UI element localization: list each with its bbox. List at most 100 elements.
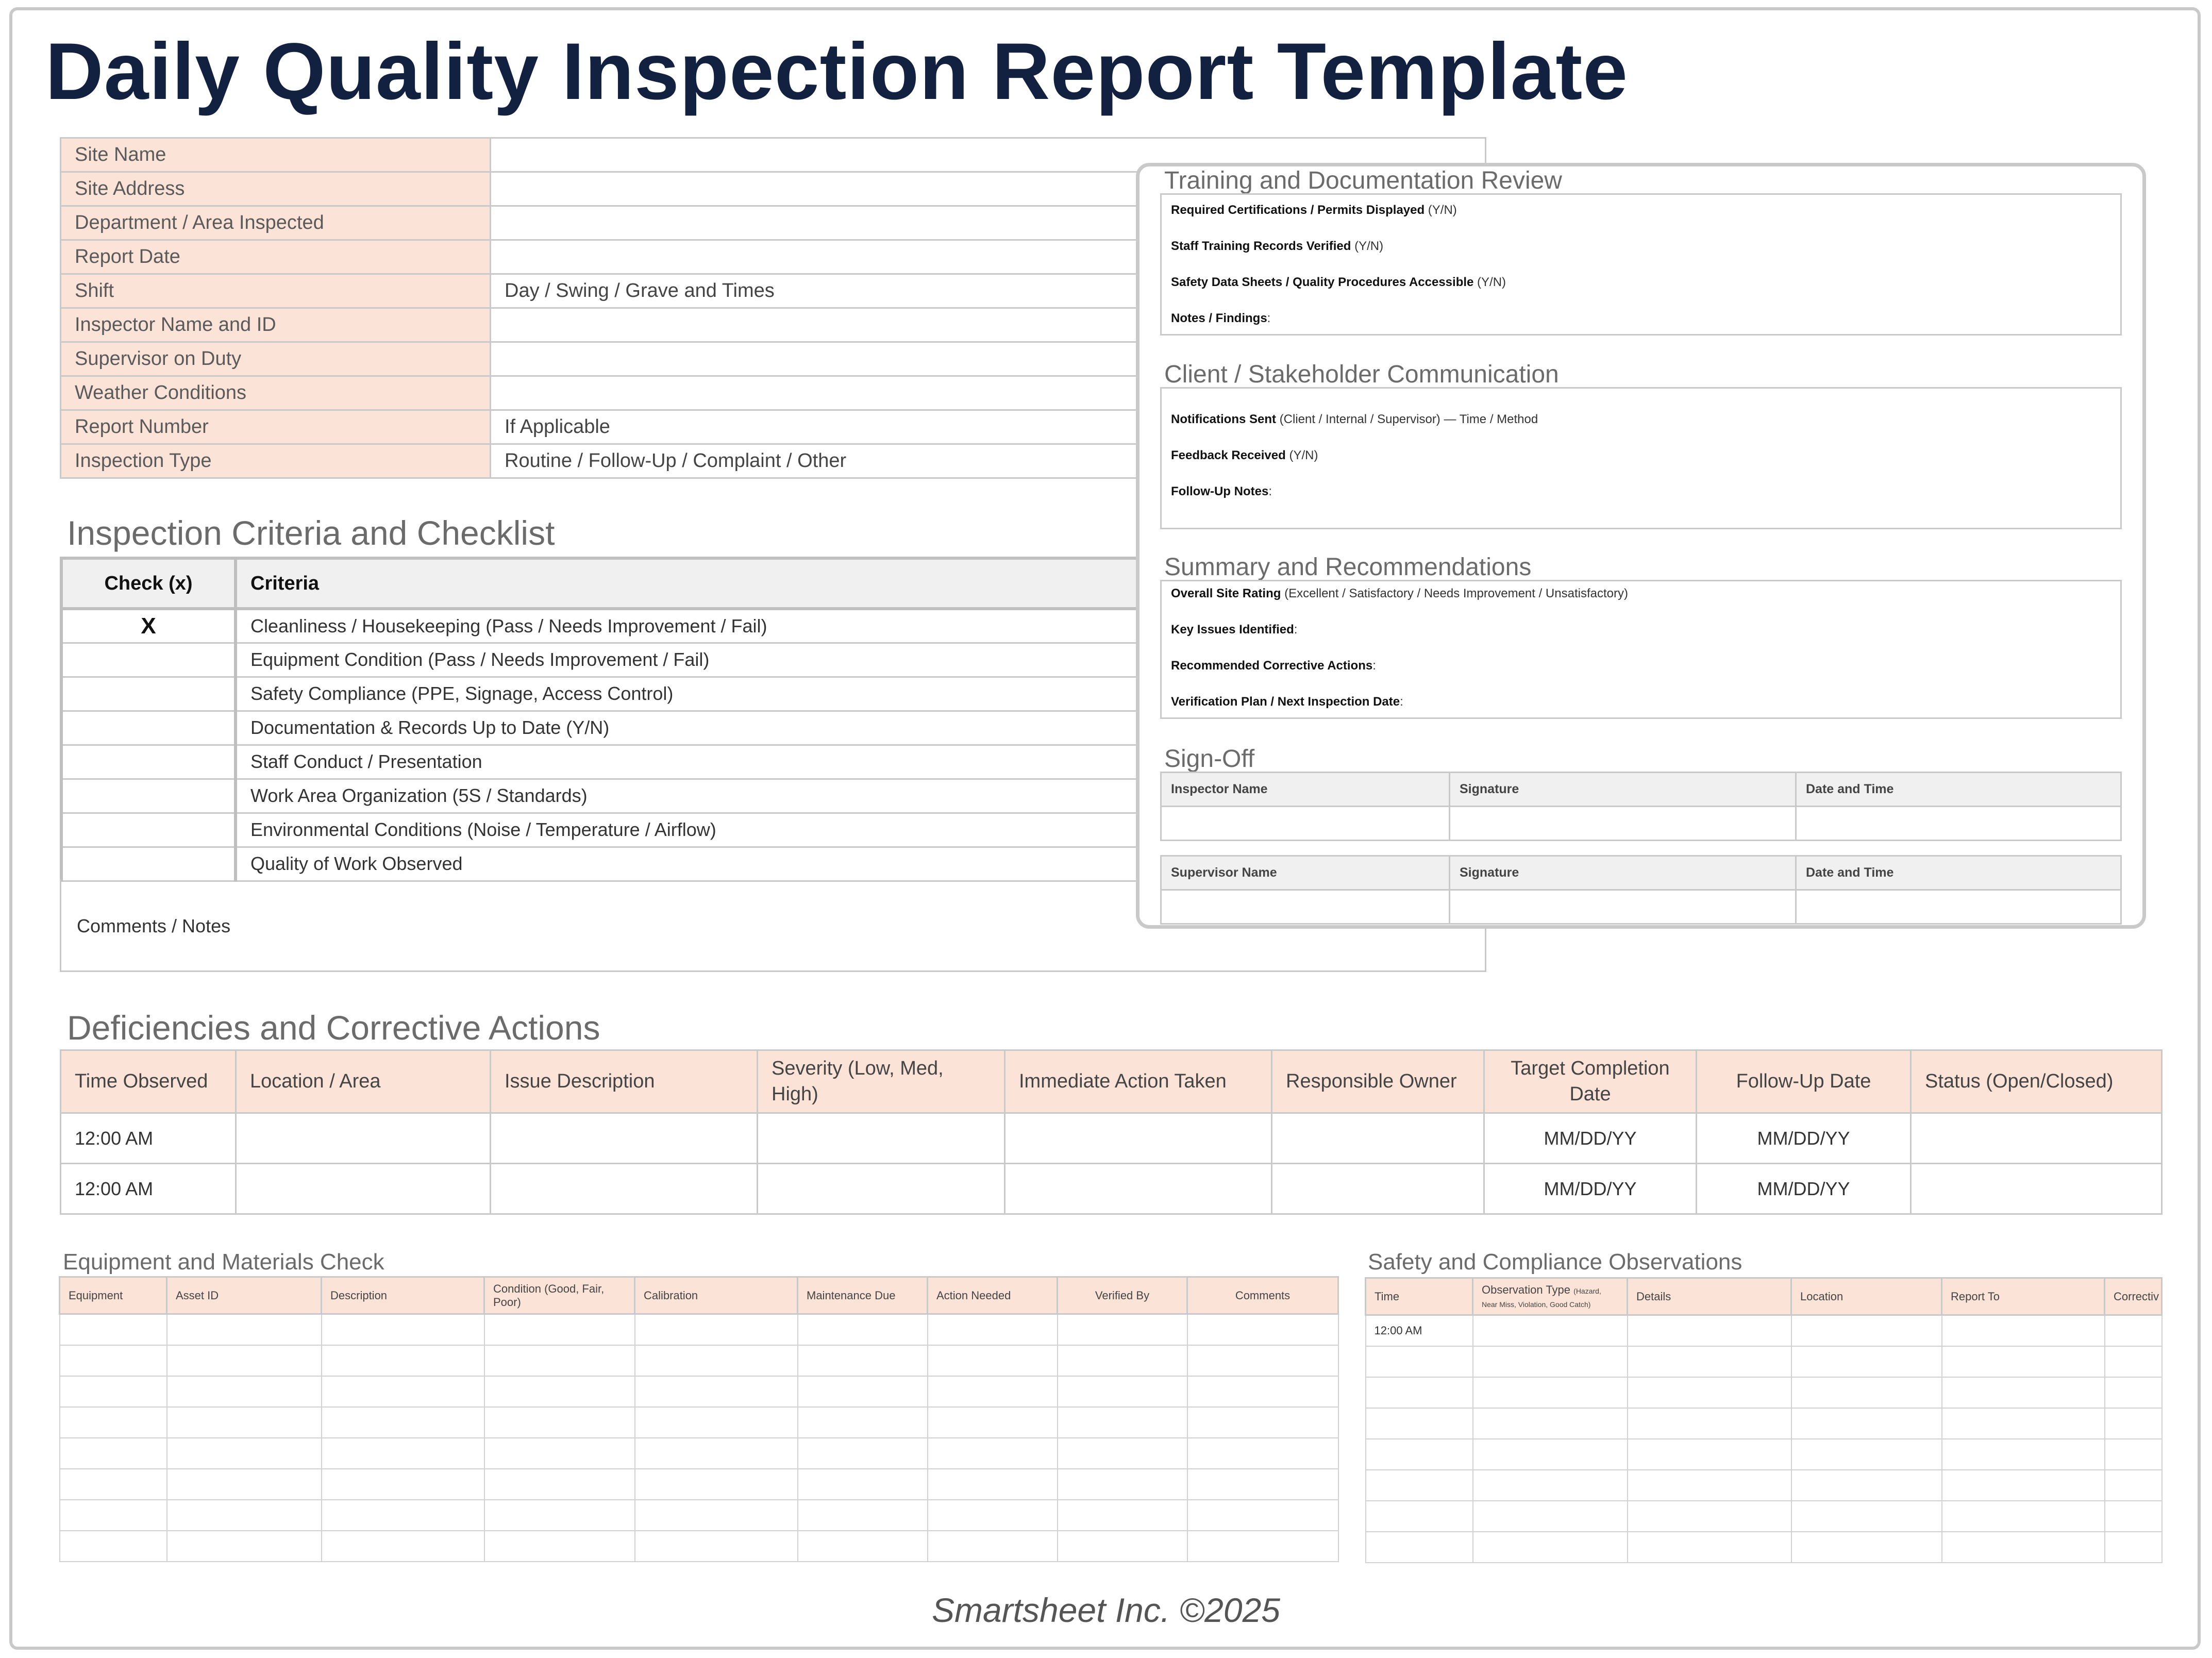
equipment-cell[interactable] xyxy=(797,1468,928,1500)
safety-cell[interactable] xyxy=(1627,1469,1792,1501)
equipment-cell[interactable] xyxy=(59,1313,167,1346)
safety-cell[interactable] xyxy=(1472,1500,1628,1532)
safety-cell[interactable] xyxy=(1941,1438,2105,1470)
equipment-cell[interactable] xyxy=(1057,1375,1188,1408)
deficiency-cell[interactable]: MM/DD/YY xyxy=(1483,1163,1697,1215)
deficiency-cell[interactable] xyxy=(757,1163,1006,1215)
equipment-cell[interactable] xyxy=(797,1499,928,1531)
safety-cell[interactable] xyxy=(2104,1531,2163,1563)
safety-cell[interactable] xyxy=(1627,1345,1792,1378)
equipment-cell[interactable] xyxy=(483,1375,635,1408)
safety-cell[interactable] xyxy=(2104,1500,2163,1532)
safety-cell[interactable] xyxy=(1790,1469,1942,1501)
safety-cell[interactable] xyxy=(1365,1500,1473,1532)
equipment-cell[interactable] xyxy=(927,1530,1058,1562)
equipment-cell[interactable] xyxy=(927,1468,1058,1500)
safety-cell[interactable] xyxy=(1627,1438,1792,1470)
equipment-cell[interactable] xyxy=(166,1375,322,1408)
equipment-cell[interactable] xyxy=(1186,1437,1339,1469)
safety-cell[interactable] xyxy=(1365,1469,1473,1501)
equipment-cell[interactable] xyxy=(634,1375,798,1408)
deficiency-cell[interactable] xyxy=(235,1112,491,1164)
equipment-cell[interactable] xyxy=(927,1406,1058,1438)
equipment-cell[interactable] xyxy=(1057,1313,1188,1346)
equipment-cell[interactable] xyxy=(321,1499,485,1531)
equipment-cell[interactable] xyxy=(483,1437,635,1469)
safety-cell[interactable] xyxy=(1941,1500,2105,1532)
equipment-cell[interactable] xyxy=(166,1499,322,1531)
equipment-cell[interactable] xyxy=(59,1499,167,1531)
equipment-cell[interactable] xyxy=(166,1530,322,1562)
equipment-cell[interactable] xyxy=(1057,1406,1188,1438)
safety-cell[interactable] xyxy=(1472,1531,1628,1563)
deficiency-cell[interactable] xyxy=(235,1163,491,1215)
safety-cell[interactable] xyxy=(1941,1531,2105,1563)
deficiency-cell[interactable] xyxy=(490,1112,758,1164)
safety-cell[interactable] xyxy=(1941,1407,2105,1439)
equipment-cell[interactable] xyxy=(59,1530,167,1562)
equipment-cell[interactable] xyxy=(797,1344,928,1377)
safety-cell[interactable] xyxy=(1365,1531,1473,1563)
equipment-cell[interactable] xyxy=(634,1344,798,1377)
deficiency-cell[interactable]: MM/DD/YY xyxy=(1696,1112,1912,1164)
check-cell[interactable] xyxy=(60,778,237,814)
comments-field[interactable]: Comments / Notes xyxy=(60,879,1486,972)
check-cell[interactable] xyxy=(60,642,237,678)
equipment-cell[interactable] xyxy=(634,1313,798,1346)
equipment-cell[interactable] xyxy=(1057,1344,1188,1377)
safety-cell[interactable] xyxy=(1790,1531,1942,1563)
safety-cell[interactable] xyxy=(1472,1438,1628,1470)
equipment-cell[interactable] xyxy=(59,1375,167,1408)
equipment-cell[interactable] xyxy=(1186,1375,1339,1408)
equipment-cell[interactable] xyxy=(321,1313,485,1346)
equipment-cell[interactable] xyxy=(321,1530,485,1562)
equipment-cell[interactable] xyxy=(634,1468,798,1500)
check-cell[interactable] xyxy=(60,812,237,848)
equipment-cell[interactable] xyxy=(1186,1344,1339,1377)
safety-cell[interactable] xyxy=(1472,1407,1628,1439)
equipment-cell[interactable] xyxy=(483,1499,635,1531)
deficiency-cell[interactable] xyxy=(1004,1163,1272,1215)
equipment-cell[interactable] xyxy=(1057,1530,1188,1562)
equipment-cell[interactable] xyxy=(797,1437,928,1469)
equipment-cell[interactable] xyxy=(483,1344,635,1377)
equipment-cell[interactable] xyxy=(166,1313,322,1346)
safety-cell[interactable] xyxy=(2104,1345,2163,1378)
safety-cell[interactable] xyxy=(1365,1438,1473,1470)
equipment-cell[interactable] xyxy=(634,1499,798,1531)
equipment-cell[interactable] xyxy=(797,1375,928,1408)
equipment-cell[interactable] xyxy=(1186,1530,1339,1562)
equipment-cell[interactable] xyxy=(927,1344,1058,1377)
equipment-cell[interactable] xyxy=(321,1375,485,1408)
safety-cell[interactable] xyxy=(1941,1314,2105,1347)
deficiency-cell[interactable] xyxy=(1910,1112,2163,1164)
check-cell[interactable]: X xyxy=(60,608,237,644)
safety-cell[interactable]: 12:00 AM xyxy=(1365,1314,1473,1347)
equipment-cell[interactable] xyxy=(483,1313,635,1346)
deficiency-cell[interactable]: 12:00 AM xyxy=(60,1112,237,1164)
equipment-cell[interactable] xyxy=(634,1530,798,1562)
equipment-cell[interactable] xyxy=(59,1406,167,1438)
equipment-cell[interactable] xyxy=(797,1406,928,1438)
safety-cell[interactable] xyxy=(1472,1345,1628,1378)
safety-cell[interactable] xyxy=(1365,1407,1473,1439)
safety-cell[interactable] xyxy=(1790,1407,1942,1439)
equipment-cell[interactable] xyxy=(166,1406,322,1438)
equipment-cell[interactable] xyxy=(1057,1468,1188,1500)
equipment-cell[interactable] xyxy=(321,1344,485,1377)
equipment-cell[interactable] xyxy=(927,1375,1058,1408)
deficiency-cell[interactable] xyxy=(1910,1163,2163,1215)
equipment-cell[interactable] xyxy=(1186,1499,1339,1531)
equipment-cell[interactable] xyxy=(927,1437,1058,1469)
check-cell[interactable] xyxy=(60,676,237,712)
deficiency-cell[interactable] xyxy=(1271,1112,1485,1164)
inspector-date-cell[interactable] xyxy=(1795,806,2122,841)
equipment-cell[interactable] xyxy=(1057,1499,1188,1531)
equipment-cell[interactable] xyxy=(59,1344,167,1377)
safety-cell[interactable] xyxy=(1627,1500,1792,1532)
equipment-cell[interactable] xyxy=(1186,1313,1339,1346)
equipment-cell[interactable] xyxy=(321,1468,485,1500)
deficiency-cell[interactable] xyxy=(1004,1112,1272,1164)
supervisor-name-cell[interactable] xyxy=(1160,889,1450,925)
equipment-cell[interactable] xyxy=(797,1530,928,1562)
